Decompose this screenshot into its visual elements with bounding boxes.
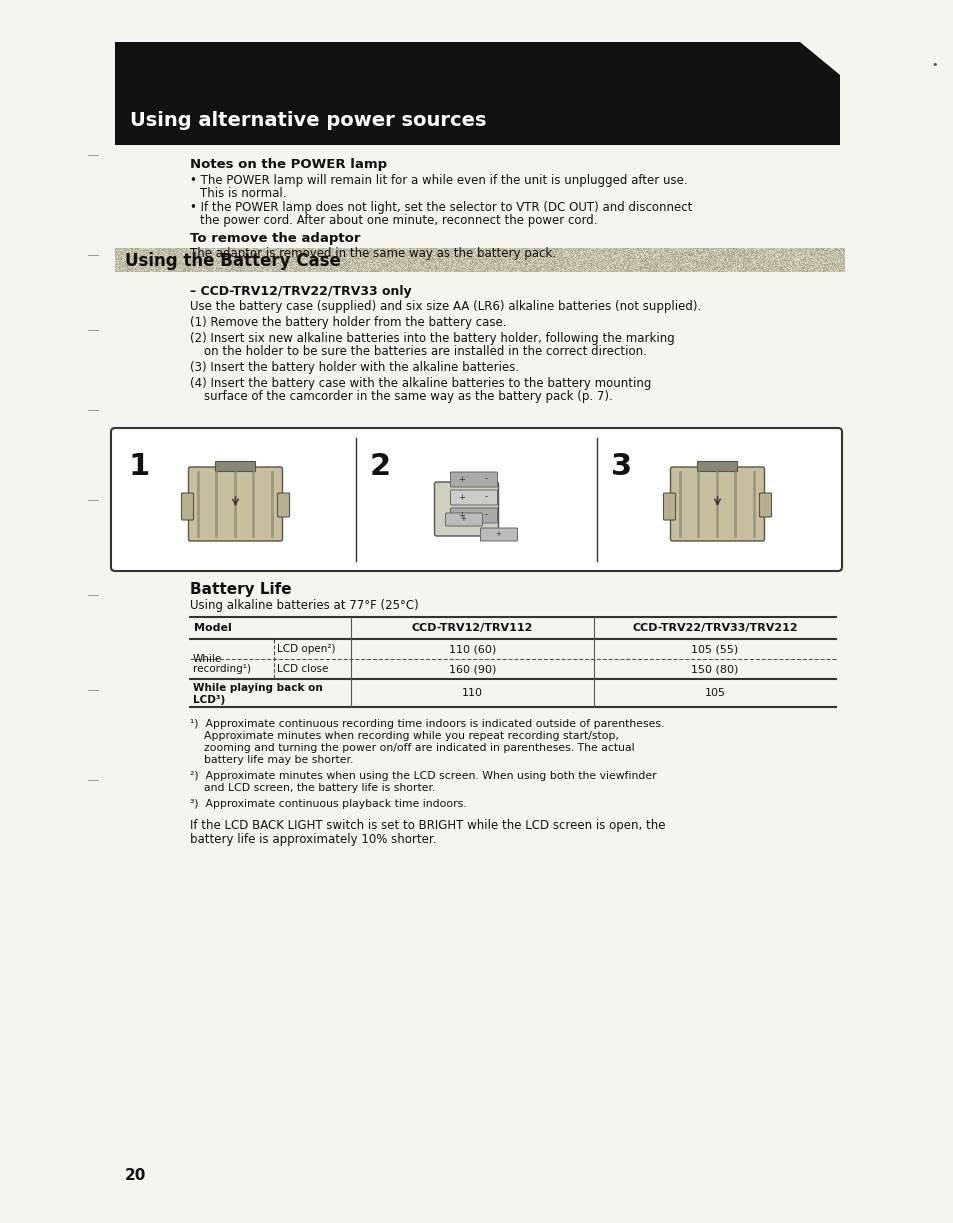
Text: LCD close: LCD close: [276, 664, 328, 674]
Polygon shape: [115, 42, 840, 146]
Text: The adaptor is removed in the same way as the battery pack.: The adaptor is removed in the same way a…: [190, 247, 556, 260]
Text: 110 (60): 110 (60): [449, 645, 496, 654]
FancyBboxPatch shape: [189, 467, 282, 541]
Text: 2: 2: [370, 453, 391, 481]
Text: LCD³): LCD³): [193, 695, 225, 704]
Text: Battery Life: Battery Life: [190, 582, 292, 597]
FancyBboxPatch shape: [450, 490, 497, 505]
Text: 150 (80): 150 (80): [691, 664, 738, 674]
FancyBboxPatch shape: [450, 508, 497, 523]
Text: CCD-TRV22/TRV33/TRV212: CCD-TRV22/TRV33/TRV212: [632, 623, 797, 634]
Text: While playing back on: While playing back on: [193, 682, 322, 693]
Text: (2) Insert six new alkaline batteries into the battery holder, following the mar: (2) Insert six new alkaline batteries in…: [190, 331, 674, 345]
Text: ¹)  Approximate continuous recording time indoors is indicated outside of parent: ¹) Approximate continuous recording time…: [190, 719, 663, 729]
Text: and LCD screen, the battery life is shorter.: and LCD screen, the battery life is shor…: [190, 783, 435, 793]
FancyBboxPatch shape: [277, 493, 289, 517]
Text: on the holder to be sure the batteries are installed in the correct direction.: on the holder to be sure the batteries a…: [204, 345, 646, 358]
Text: 160 (90): 160 (90): [449, 664, 496, 674]
FancyBboxPatch shape: [434, 482, 498, 536]
Bar: [215, 461, 255, 471]
Text: (3) Insert the battery holder with the alkaline batteries.: (3) Insert the battery holder with the a…: [190, 361, 518, 374]
Text: -: -: [484, 510, 488, 520]
FancyBboxPatch shape: [181, 493, 193, 520]
Text: battery life may be shorter.: battery life may be shorter.: [190, 755, 353, 766]
Text: ³)  Approximate continuous playback time indoors.: ³) Approximate continuous playback time …: [190, 799, 466, 808]
Text: • The POWER lamp will remain lit for a while even if the unit is unplugged after: • The POWER lamp will remain lit for a w…: [190, 174, 687, 187]
FancyBboxPatch shape: [480, 528, 517, 541]
Text: Using the Battery Case: Using the Battery Case: [125, 252, 340, 270]
Text: +: +: [460, 516, 466, 522]
Text: the power cord. After about one minute, reconnect the power cord.: the power cord. After about one minute, …: [200, 214, 597, 227]
Text: +: +: [457, 510, 464, 520]
Text: LCD open²): LCD open²): [276, 645, 335, 654]
Text: Use the battery case (supplied) and six size AA (LR6) alkaline batteries (not su: Use the battery case (supplied) and six …: [190, 300, 700, 313]
Text: Model: Model: [193, 623, 232, 634]
Text: (1) Remove the battery holder from the battery case.: (1) Remove the battery holder from the b…: [190, 316, 506, 329]
Text: 3: 3: [610, 453, 632, 481]
FancyBboxPatch shape: [111, 428, 841, 571]
Text: battery life is approximately 10% shorter.: battery life is approximately 10% shorte…: [190, 833, 436, 846]
Text: 20: 20: [125, 1168, 146, 1183]
FancyBboxPatch shape: [445, 512, 482, 526]
FancyBboxPatch shape: [662, 493, 675, 520]
Text: This is normal.: This is normal.: [200, 187, 286, 201]
Text: If the LCD BACK LIGHT switch is set to BRIGHT while the LCD screen is open, the: If the LCD BACK LIGHT switch is set to B…: [190, 819, 665, 832]
Text: While: While: [193, 654, 222, 664]
Text: – CCD-TRV12/TRV22/TRV33 only: – CCD-TRV12/TRV22/TRV33 only: [190, 285, 411, 298]
FancyBboxPatch shape: [759, 493, 771, 517]
Text: CCD-TRV12/TRV112: CCD-TRV12/TRV112: [412, 623, 533, 634]
Text: Notes on the POWER lamp: Notes on the POWER lamp: [190, 158, 387, 171]
Text: +: +: [457, 493, 464, 501]
Text: zooming and turning the power on/off are indicated in parentheses. The actual: zooming and turning the power on/off are…: [190, 744, 634, 753]
Text: -: -: [484, 493, 488, 501]
Text: 105 (55): 105 (55): [691, 645, 738, 654]
Text: 105: 105: [703, 689, 724, 698]
Text: +: +: [495, 531, 501, 537]
Text: -: -: [484, 475, 488, 483]
Text: 1: 1: [129, 453, 150, 481]
Text: To remove the adaptor: To remove the adaptor: [190, 232, 360, 245]
Text: ²)  Approximate minutes when using the LCD screen. When using both the viewfinde: ²) Approximate minutes when using the LC…: [190, 770, 656, 781]
Bar: [697, 461, 737, 471]
Text: Approximate minutes when recording while you repeat recording start/stop,: Approximate minutes when recording while…: [190, 731, 618, 741]
Text: recording¹): recording¹): [193, 664, 251, 674]
FancyBboxPatch shape: [450, 472, 497, 487]
Text: +: +: [457, 475, 464, 483]
Text: (4) Insert the battery case with the alkaline batteries to the battery mounting: (4) Insert the battery case with the alk…: [190, 377, 651, 390]
Text: • If the POWER lamp does not light, set the selector to VTR (DC OUT) and disconn: • If the POWER lamp does not light, set …: [190, 201, 692, 214]
Text: Using alternative power sources: Using alternative power sources: [130, 110, 486, 130]
FancyBboxPatch shape: [670, 467, 763, 541]
Text: Using alkaline batteries at 77°F (25°C): Using alkaline batteries at 77°F (25°C): [190, 599, 418, 612]
Text: •: •: [931, 60, 937, 70]
Text: surface of the camcorder in the same way as the battery pack (p. 7).: surface of the camcorder in the same way…: [204, 390, 612, 404]
Text: 110: 110: [461, 689, 482, 698]
